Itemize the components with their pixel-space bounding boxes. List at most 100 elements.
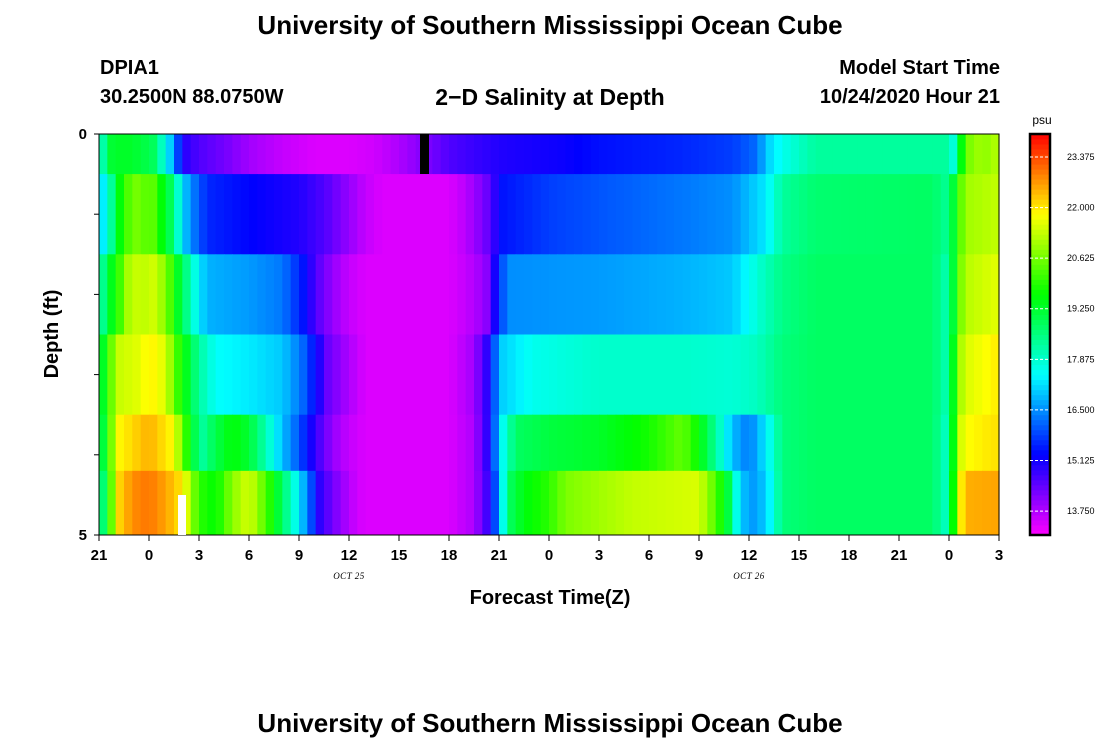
heatmap-cell xyxy=(890,414,900,472)
heatmap-cell xyxy=(940,134,950,175)
heatmap-cell xyxy=(749,470,758,536)
colorbar-segment xyxy=(1030,239,1050,245)
heatmap-cell xyxy=(390,414,400,472)
heatmap-cell xyxy=(840,334,850,416)
model-start-label: Model Start Time xyxy=(839,57,1000,79)
heatmap-cell xyxy=(582,134,592,175)
colorbar-segment xyxy=(1030,394,1050,401)
heatmap-cell xyxy=(649,174,658,255)
heatmap-cell xyxy=(790,334,800,416)
heatmap-cell xyxy=(824,470,833,536)
heatmap-cell xyxy=(857,134,867,175)
heatmap-cell xyxy=(990,334,1000,416)
colorbar-segment xyxy=(1030,404,1050,411)
heatmap-cell xyxy=(249,470,258,536)
colorbar-segment xyxy=(1030,364,1050,371)
heatmap-cell xyxy=(474,134,483,175)
heatmap-cell xyxy=(274,414,283,472)
heatmap-cell xyxy=(790,414,800,472)
heatmap-cell xyxy=(682,334,692,416)
heatmap-cell xyxy=(224,470,233,536)
colorbar-segment xyxy=(1030,184,1050,190)
heatmap-cell xyxy=(474,334,483,416)
heatmap-cell xyxy=(699,134,708,175)
heatmap-cell xyxy=(415,470,425,536)
heatmap-cell xyxy=(332,174,342,255)
y-tick-label: 5 xyxy=(79,527,87,544)
heatmap-cell xyxy=(607,254,617,335)
heatmap-cell xyxy=(107,470,117,536)
heatmap-cell xyxy=(257,414,267,472)
heatmap-cell xyxy=(590,470,600,536)
heatmap-cell xyxy=(574,134,583,175)
heatmap-cell xyxy=(507,470,517,536)
heatmap-cell xyxy=(974,470,983,536)
heatmap-cell xyxy=(199,470,208,536)
heatmap-cell xyxy=(649,414,658,472)
heatmap-cell xyxy=(124,334,133,416)
heatmap-cell xyxy=(774,470,783,536)
heatmap-cell xyxy=(232,134,242,175)
heatmap-cell xyxy=(665,334,675,416)
heatmap-cell xyxy=(924,174,933,255)
heatmap-cell xyxy=(282,134,292,175)
heatmap-cell xyxy=(499,414,508,472)
heatmap-cell xyxy=(349,334,358,416)
heatmap-cell xyxy=(640,254,650,335)
heatmap-cell xyxy=(182,134,192,175)
heatmap-cell xyxy=(415,334,425,416)
heatmap-cell xyxy=(307,254,317,335)
heatmap-cell xyxy=(365,254,375,335)
heatmap-cell xyxy=(140,254,150,335)
colorbar-segment xyxy=(1030,159,1050,165)
heatmap-cell xyxy=(174,254,183,335)
heatmap-cell xyxy=(407,334,417,416)
heatmap-cell xyxy=(449,134,458,175)
heatmap-cell xyxy=(374,254,383,335)
heatmap-cell xyxy=(699,254,708,335)
heatmap-cell xyxy=(599,334,608,416)
heatmap-cell xyxy=(899,414,908,472)
heatmap-cell xyxy=(440,470,450,536)
heatmap-cell xyxy=(540,174,550,255)
heatmap-cell xyxy=(832,414,842,472)
heatmap-cell xyxy=(365,414,375,472)
heatmap-cell xyxy=(465,134,475,175)
heatmap-cell xyxy=(890,134,900,175)
colorbar-segment xyxy=(1030,399,1050,406)
heatmap-cell xyxy=(115,254,125,335)
heatmap-cell xyxy=(799,134,808,175)
colorbar-segment xyxy=(1030,459,1050,466)
heatmap-cell xyxy=(199,134,208,175)
heatmap-cell xyxy=(790,470,800,536)
heatmap-cell xyxy=(832,134,842,175)
heatmap-cell xyxy=(807,414,817,472)
colorbar-segment xyxy=(1030,464,1050,471)
heatmap-cell xyxy=(565,174,575,255)
heatmap-cell xyxy=(440,174,450,255)
heatmap-cell xyxy=(782,254,792,335)
colorbar-segment xyxy=(1030,414,1050,421)
heatmap-cell xyxy=(432,134,442,175)
heatmap-cell xyxy=(482,174,492,255)
heatmap-cell xyxy=(482,470,492,536)
heatmap-cell xyxy=(374,414,383,472)
heatmap-cell xyxy=(132,134,142,175)
heatmap-cell xyxy=(365,134,375,175)
colorbar-segment xyxy=(1030,349,1050,356)
heatmap-cell xyxy=(599,414,608,472)
heatmap-cell xyxy=(865,414,875,472)
heatmap-cell xyxy=(307,470,317,536)
heatmap-cell xyxy=(174,414,183,472)
heatmap-cell xyxy=(949,254,958,335)
colorbar-segment xyxy=(1030,254,1050,260)
heatmap-cell xyxy=(265,414,275,472)
colorbar-segment xyxy=(1030,409,1050,416)
heatmap-cell xyxy=(540,134,550,175)
heatmap-cell xyxy=(149,254,158,335)
heatmap-cell xyxy=(499,470,508,536)
heatmap-cell xyxy=(232,334,242,416)
heatmap-cell xyxy=(140,134,150,175)
heatmap-cell xyxy=(674,334,683,416)
heatmap-cell xyxy=(165,470,175,536)
